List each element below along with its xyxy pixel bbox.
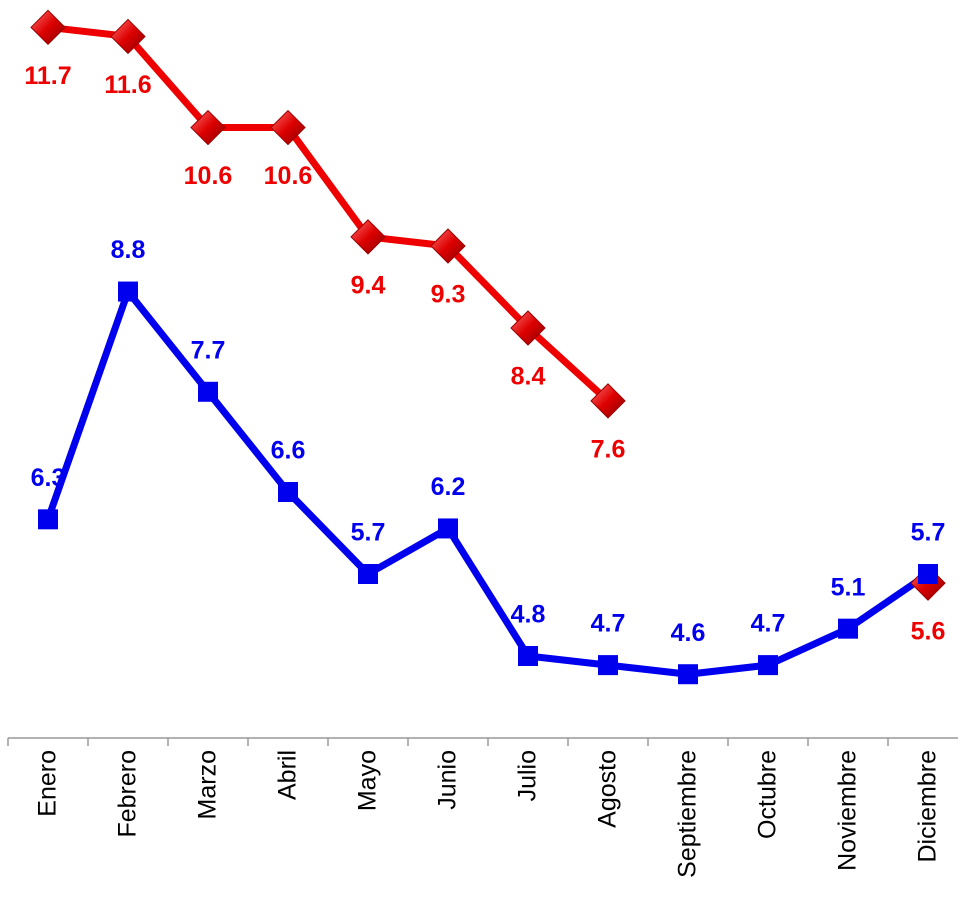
data-label: 6.2 xyxy=(431,473,466,501)
marker xyxy=(438,518,458,539)
data-label: 8.8 xyxy=(111,236,146,264)
x-tick-label: Octubre xyxy=(754,750,782,839)
marker xyxy=(510,310,546,346)
data-label: 5.1 xyxy=(831,573,866,601)
marker xyxy=(518,646,538,666)
data-label: 5.7 xyxy=(351,519,386,547)
data-label: 8.4 xyxy=(511,363,546,391)
marker xyxy=(118,281,138,302)
data-label: 10.6 xyxy=(264,162,313,190)
marker xyxy=(758,655,778,676)
x-tick-label: Junio xyxy=(434,750,462,810)
data-label: 5.6 xyxy=(911,618,946,646)
marker xyxy=(278,482,298,502)
marker xyxy=(198,381,218,402)
x-tick-label: Diciembre xyxy=(914,750,942,863)
data-label: 10.6 xyxy=(184,162,233,190)
data-label: 11.7 xyxy=(24,62,71,90)
x-tick-label: Enero xyxy=(34,750,62,817)
marker xyxy=(30,9,66,46)
marker xyxy=(598,655,618,676)
x-tick-label: Abril xyxy=(274,750,302,800)
marker xyxy=(110,18,146,55)
data-label: 7.7 xyxy=(191,336,226,364)
data-label: 11.6 xyxy=(104,71,151,99)
marker xyxy=(190,109,226,146)
marker xyxy=(270,109,306,146)
series-line xyxy=(48,27,928,583)
data-label: 5.7 xyxy=(911,519,946,547)
data-label: 9.3 xyxy=(431,281,466,309)
data-label: 4.7 xyxy=(591,610,626,638)
data-label: 9.4 xyxy=(351,271,386,299)
data-label: 6.3 xyxy=(31,464,66,492)
data-label: 4.8 xyxy=(511,601,546,629)
x-tick-label: Agosto xyxy=(594,750,622,828)
data-label: 4.6 xyxy=(671,619,706,647)
series-line xyxy=(44,288,930,678)
x-tick-label: Febrero xyxy=(114,750,142,838)
marker xyxy=(350,219,386,255)
x-tick-label: Noviembre xyxy=(834,750,862,871)
data-label: 7.6 xyxy=(591,435,626,463)
marker xyxy=(358,564,378,584)
marker xyxy=(838,618,858,639)
marker xyxy=(38,509,58,530)
x-tick-label: Septiembre xyxy=(674,750,702,878)
x-tick-label: Julio xyxy=(514,750,542,801)
marker xyxy=(430,228,466,264)
marker xyxy=(678,664,698,685)
data-label: 6.6 xyxy=(271,437,306,465)
marker xyxy=(918,564,938,584)
x-tick-label: Mayo xyxy=(354,750,382,811)
marker xyxy=(590,383,626,419)
data-label: 4.7 xyxy=(751,610,786,638)
x-tick-label: Marzo xyxy=(194,750,222,819)
